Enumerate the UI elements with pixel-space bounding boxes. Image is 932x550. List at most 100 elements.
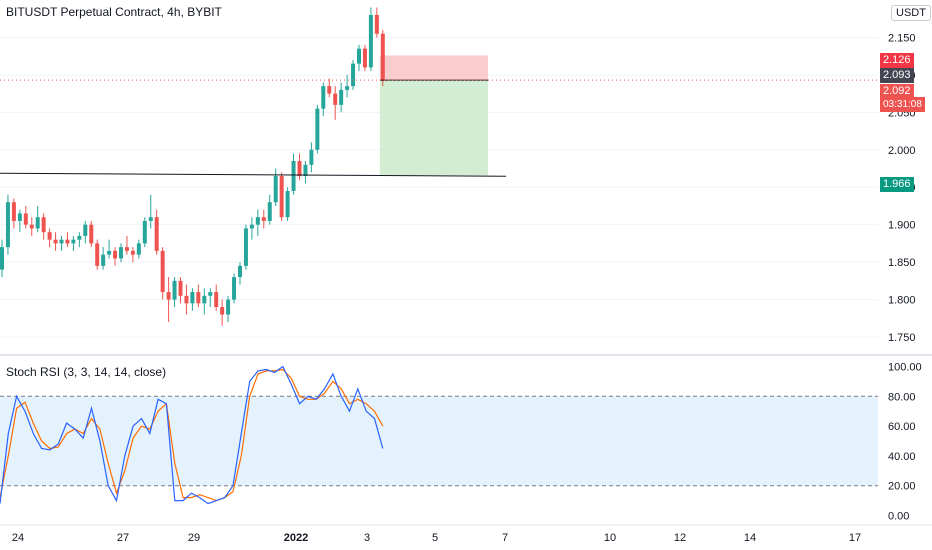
candle-body — [303, 164, 308, 176]
time-tick-label: 29 — [188, 532, 200, 544]
candle-body — [59, 239, 64, 244]
candle-body — [107, 250, 112, 255]
time-tick-label: 10 — [604, 532, 616, 544]
candle-body — [243, 228, 248, 266]
time-tick-label: 14 — [744, 532, 756, 544]
price-tick-label: 2.000 — [888, 145, 916, 157]
candle-body — [148, 217, 153, 221]
candles — [0, 7, 385, 326]
candle-body — [214, 292, 219, 308]
candle-body — [351, 63, 356, 87]
candle-body — [184, 295, 189, 304]
rsi-tick-label: 80.00 — [888, 391, 916, 403]
price-tick-label: 1.850 — [888, 257, 916, 269]
time-tick-label: 17 — [849, 532, 861, 544]
rsi-tick-label: 40.00 — [888, 451, 916, 463]
entry-price-tag: 2.093 — [880, 68, 914, 83]
candle-body — [285, 190, 290, 218]
candle-body — [374, 14, 379, 34]
candle-body — [5, 202, 10, 248]
candle-body — [255, 217, 260, 225]
candle-body — [0, 247, 4, 270]
candle-body — [130, 250, 135, 255]
candle-body — [238, 265, 242, 278]
indicator-title[interactable]: Stoch RSI (3, 3, 14, 14, close) — [6, 365, 167, 379]
candle-body — [77, 235, 82, 240]
candle-body — [35, 217, 40, 229]
candle-body — [178, 280, 183, 296]
price-tick-label: 1.900 — [888, 220, 916, 232]
candle-body — [232, 277, 237, 300]
stop-zone — [379, 55, 488, 81]
time-tick-label: 12 — [674, 532, 686, 544]
stoch-k-line — [0, 365, 384, 505]
support-line[interactable] — [0, 172, 507, 177]
stoch-d-line — [0, 368, 384, 502]
candle-body — [291, 161, 296, 191]
last-price-tag: 2.092 — [880, 84, 914, 99]
target-zone-rect — [379, 80, 488, 176]
time-tick-label: 2022 — [284, 532, 308, 544]
candle-body — [71, 239, 76, 244]
rsi-band-fill — [0, 396, 878, 486]
candle-body — [362, 48, 367, 68]
price-tick-label: 1.750 — [888, 332, 916, 344]
candle-body — [11, 202, 16, 221]
candle-body — [119, 247, 123, 259]
candle-body — [357, 48, 361, 64]
chart-title: BITUSDT Perpetual Contract, 4h, BYBIT — [6, 5, 222, 19]
candle-body — [339, 89, 344, 105]
candle-body — [142, 220, 147, 244]
target-price-tag: 1.966 — [880, 177, 914, 192]
candle-body — [273, 176, 278, 203]
candle-body — [226, 299, 231, 315]
candle-body — [17, 213, 22, 221]
price-tick-label: 2.150 — [888, 32, 916, 44]
rsi-tick-label: 20.00 — [888, 481, 916, 493]
candle-body — [261, 217, 266, 221]
candle-body — [47, 232, 52, 240]
stop-price-tag: 2.126 — [880, 53, 914, 68]
candle-body — [208, 292, 213, 296]
countdown-tag: 03:31:08 — [880, 97, 925, 112]
candle-body — [113, 250, 118, 259]
time-tick-label: 3 — [364, 532, 370, 544]
target-zone — [379, 55, 488, 176]
candle-body — [23, 213, 28, 225]
candle-body — [101, 254, 106, 266]
candle-body — [315, 108, 320, 150]
candle-body — [29, 224, 34, 229]
time-tick-label: 27 — [117, 532, 129, 544]
candle-body — [321, 86, 326, 109]
time-tick-label: 24 — [12, 532, 24, 544]
currency-badge[interactable]: USDT — [891, 5, 931, 21]
candle-body — [136, 243, 141, 255]
candle-body — [267, 202, 272, 221]
candle-body — [380, 33, 385, 81]
candle-body — [279, 176, 284, 218]
candle-body — [154, 217, 159, 251]
candle-body — [345, 86, 350, 90]
time-axis[interactable]: 24 27 29 2022 3 5 7 10 12 14 17 — [12, 532, 861, 544]
candle-body — [297, 161, 302, 176]
candle-body — [124, 247, 129, 251]
candle-body — [196, 292, 201, 304]
candle-body — [172, 280, 177, 300]
candle-body — [309, 149, 314, 165]
candle-body — [65, 239, 70, 244]
price-tick-label: 1.800 — [888, 295, 916, 307]
candle-body — [327, 86, 332, 94]
rsi-tick-label: 60.00 — [888, 421, 916, 433]
candle-body — [220, 307, 225, 315]
candle-body — [333, 93, 338, 105]
rsi-band — [0, 395, 878, 487]
candle-body — [53, 239, 58, 244]
candle-body — [202, 295, 207, 304]
support-line-stroke — [0, 172, 507, 177]
rsi-axis[interactable]: 100.00 80.00 60.00 40.00 20.00 0.00 — [888, 361, 922, 522]
time-tick-label: 7 — [502, 532, 508, 544]
candle-body — [41, 217, 46, 233]
candle-body — [160, 250, 165, 293]
rsi-tick-label: 0.00 — [888, 511, 909, 523]
